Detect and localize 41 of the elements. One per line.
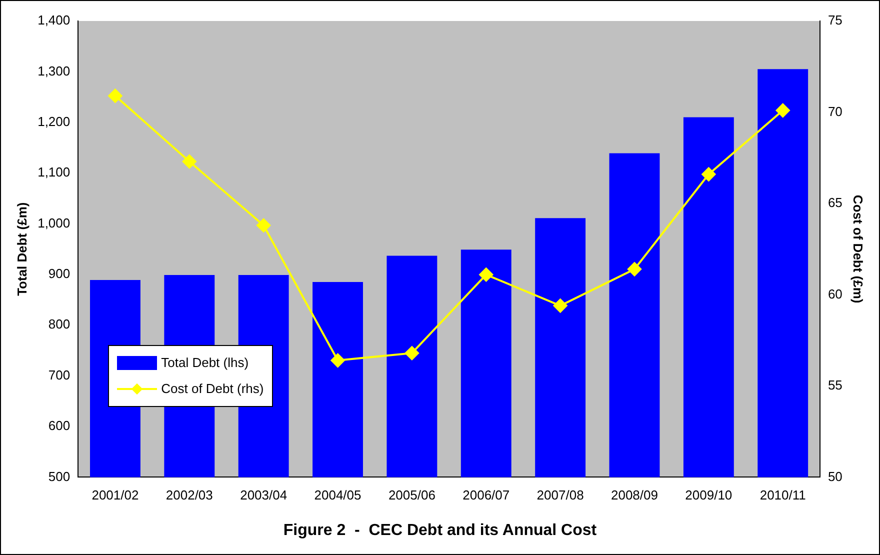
point (702, 167, 716, 182)
y-tick-label: 1,300 (38, 63, 70, 78)
y-tick-label: 700 (48, 367, 70, 382)
point (404, 346, 419, 360)
y2-tick-label: 65 (828, 195, 842, 210)
y-tick-label: 1,200 (38, 114, 70, 129)
point (182, 154, 196, 169)
point (108, 88, 122, 103)
y-tick-label: 500 (48, 468, 70, 484)
x-tick-label: 2001/02 (92, 488, 139, 503)
y2-tick-label: 55 (828, 378, 842, 393)
point (553, 298, 568, 313)
legend-label: Cost of Debt (rhs) (161, 381, 264, 396)
x-tick-label: 2009/10 (685, 488, 732, 503)
legend-label: Total Debt (lhs) (161, 355, 249, 370)
y2-axis-title: Cost of Debt (£m) (850, 194, 866, 304)
x-tick-label: 2002/03 (166, 488, 213, 503)
x-tick-label: 2010/11 (760, 488, 806, 503)
point (627, 262, 642, 276)
y-tick-label: 1,000 (38, 215, 70, 230)
y-axis-title: Total Debt (£m) (14, 202, 30, 296)
text: Figure 2 - CEC Debt and its Annual Cost (283, 522, 598, 539)
y2-tick-label: 75 (828, 12, 842, 28)
x-tick-label: 2008/09 (610, 488, 658, 503)
x-tick-label: 2004/05 (314, 488, 362, 503)
x-tick-label: 2007/08 (536, 488, 584, 503)
point (330, 353, 345, 368)
y-tick-label: 600 (48, 418, 70, 434)
y-tick-label: 900 (48, 266, 70, 282)
y-tick-label: 800 (48, 316, 70, 332)
y-tick-label: 1,400 (38, 12, 70, 28)
x-tick-label: 2003/04 (240, 488, 288, 503)
point (256, 218, 271, 232)
y2-tick-label: 70 (828, 104, 842, 119)
point (479, 268, 494, 282)
y2-tick-label: 50 (828, 468, 842, 484)
x-tick-label: 2005/06 (388, 488, 436, 503)
y2-tick-label: 60 (828, 286, 842, 302)
y-tick-label: 1,100 (38, 164, 70, 180)
x-tick-label: 2006/07 (462, 488, 510, 503)
point (776, 103, 790, 118)
